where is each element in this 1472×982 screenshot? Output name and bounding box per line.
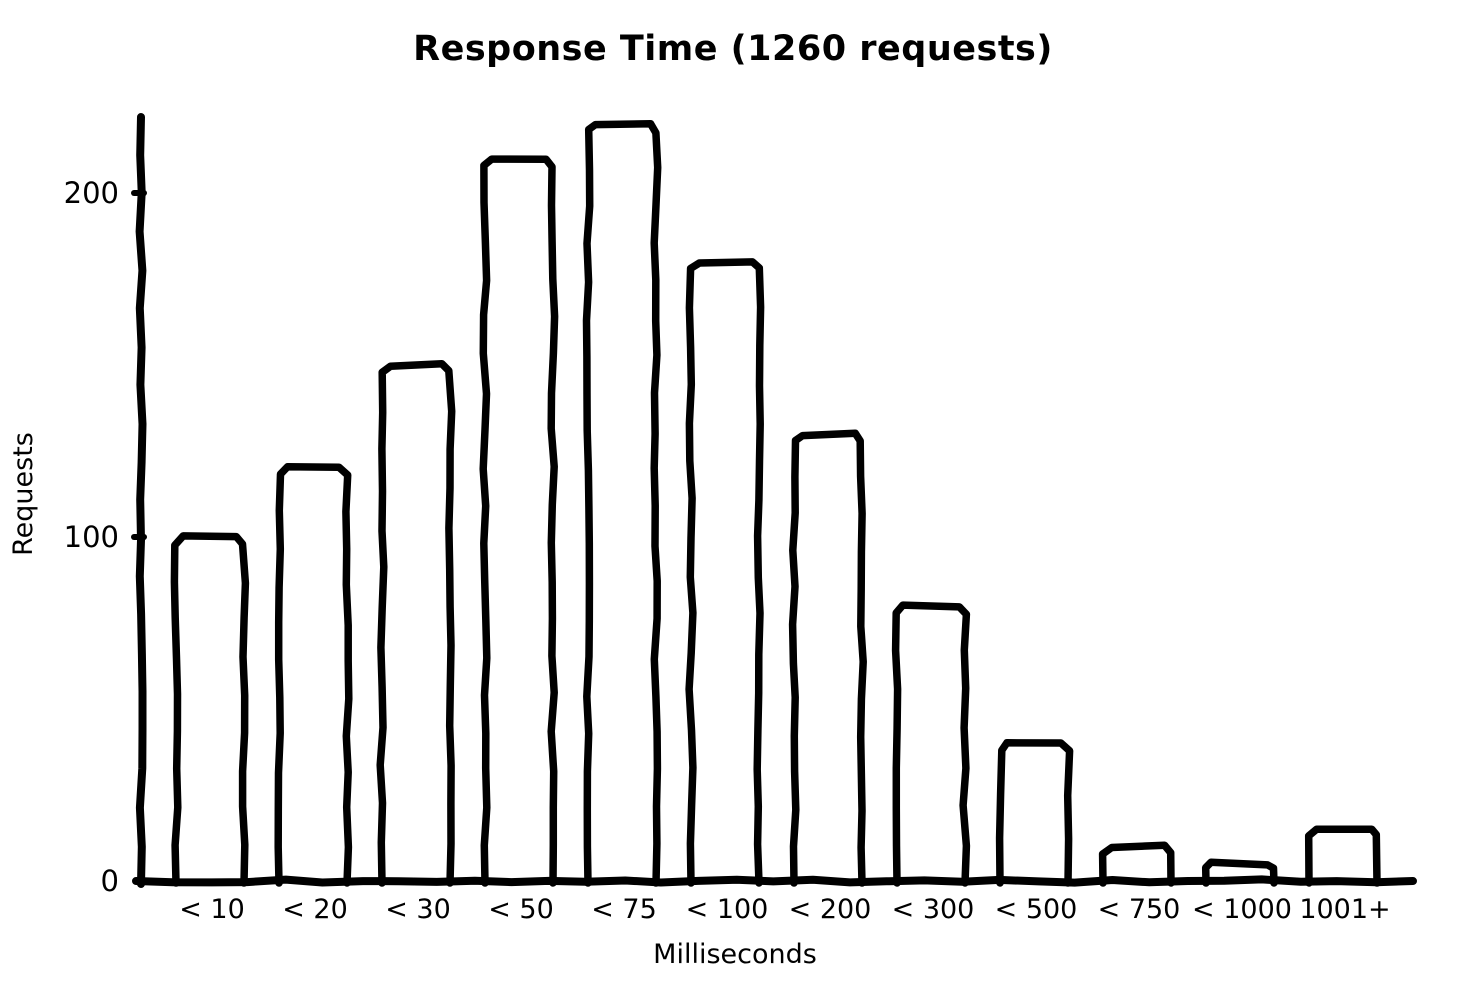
- bar: [995, 739, 1074, 887]
- bar: [582, 120, 662, 887]
- bar: [891, 601, 971, 887]
- bar: [479, 155, 559, 887]
- x-tick-label: 1001+: [1299, 894, 1390, 925]
- bar: [1304, 825, 1381, 887]
- bars-layer: [170, 120, 1381, 887]
- x-tick-label: < 20: [282, 894, 348, 925]
- x-tick-label: < 750: [1098, 894, 1181, 925]
- x-tick-label: < 50: [488, 894, 554, 925]
- y-axis-label: Requests: [8, 432, 39, 556]
- ticks-layer: 0 100 200 < 10 < 20 < 30 < 50 < 75 < 100 < 200 < 3…: [64, 176, 1391, 925]
- x-tick-label: < 500: [995, 894, 1078, 925]
- y-axis-line: [135, 113, 147, 888]
- y-tick-label: 0: [101, 864, 119, 898]
- x-tick-label: < 30: [385, 894, 451, 925]
- x-tick-label: < 1000: [1192, 894, 1292, 925]
- x-axis-label: Milliseconds: [653, 939, 817, 970]
- axes-layer: [132, 113, 1417, 888]
- bar: [376, 359, 456, 887]
- bar: [685, 258, 765, 887]
- bar: [274, 463, 353, 887]
- bar: [788, 429, 867, 887]
- x-tick-label: < 75: [591, 894, 657, 925]
- x-tick-label: < 300: [892, 894, 975, 925]
- y-tick-label: 200: [64, 176, 119, 210]
- labels-layer: Response Time (1260 requests) Millisecon…: [8, 29, 1053, 970]
- chart-title: Response Time (1260 requests): [413, 29, 1053, 69]
- y-tick-label: 100: [64, 520, 119, 554]
- bar: [1098, 841, 1175, 887]
- bar: [170, 532, 250, 887]
- x-axis-line: [132, 875, 1417, 887]
- x-tick-label: < 100: [686, 894, 769, 925]
- x-tick-label: < 10: [179, 894, 245, 925]
- x-tick-label: < 200: [789, 894, 872, 925]
